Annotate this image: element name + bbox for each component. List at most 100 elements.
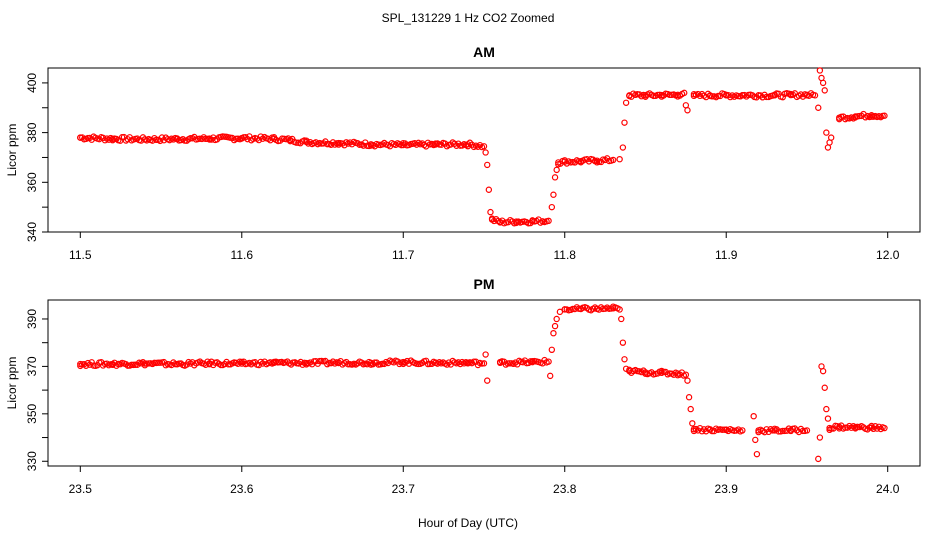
figure-title: SPL_131229 1 Hz CO2 Zoomed bbox=[382, 11, 555, 25]
am-data-point bbox=[616, 155, 623, 163]
pm-data-point bbox=[619, 339, 627, 346]
am-data-point bbox=[484, 161, 491, 169]
am-data-point bbox=[827, 134, 835, 141]
pm-data-point bbox=[556, 308, 564, 316]
am-x-tick-label-3: 11.8 bbox=[554, 248, 577, 262]
am-data-point bbox=[821, 87, 828, 94]
pm-y-tick-label-0: 330 bbox=[25, 451, 39, 471]
am-data-point bbox=[622, 99, 630, 106]
am-y-tick-label-3: 400 bbox=[25, 73, 39, 93]
pm-data-point bbox=[548, 346, 556, 353]
am-data-point bbox=[551, 174, 559, 181]
pm-data-point bbox=[823, 405, 830, 413]
pm-x-tick-label-2: 23.7 bbox=[392, 482, 416, 496]
pm-data-point bbox=[879, 424, 886, 431]
pm-data-point bbox=[816, 434, 824, 441]
am-data-point bbox=[485, 186, 493, 193]
pm-data-point bbox=[689, 420, 696, 427]
am-data-point bbox=[879, 112, 886, 120]
pm-data-point bbox=[614, 305, 621, 312]
pm-x-tick-label-3: 23.8 bbox=[553, 482, 577, 496]
pm-data-point bbox=[299, 361, 306, 368]
pm-data-point bbox=[737, 428, 744, 435]
am-data-point bbox=[763, 93, 770, 101]
pm-x-tick-label-5: 24.0 bbox=[876, 482, 900, 496]
am-data-point bbox=[823, 129, 830, 136]
pm-data-point bbox=[551, 322, 559, 330]
am-data-point bbox=[619, 144, 627, 151]
am-data-point bbox=[809, 91, 817, 99]
pm-data-point bbox=[422, 357, 430, 364]
pm-data-point bbox=[482, 351, 489, 358]
pm-data-point bbox=[88, 359, 95, 366]
pm-y-axis: 330 350 370 390 bbox=[25, 309, 48, 471]
am-data-point bbox=[96, 135, 103, 143]
pm-data-point bbox=[457, 360, 464, 368]
am-x-axis: 11.5 11.6 11.7 11.8 11.9 12.0 bbox=[69, 232, 900, 262]
am-y-tick-label-0: 340 bbox=[25, 222, 39, 242]
pm-data-point bbox=[721, 426, 728, 433]
am-plot-frame bbox=[47, 67, 921, 233]
pm-data-point bbox=[815, 455, 822, 463]
pm-data-point bbox=[217, 361, 225, 369]
am-data-point bbox=[153, 136, 160, 144]
am-panel-title: AM bbox=[473, 44, 495, 60]
pm-data-point bbox=[543, 359, 550, 366]
am-data-point bbox=[156, 137, 164, 145]
pm-data-point bbox=[225, 361, 232, 368]
am-panel: AM Licor ppm 11.5 11.6 11.7 11.8 11.9 12.0 34… bbox=[5, 44, 921, 262]
pm-data-point bbox=[775, 428, 782, 435]
pm-data-band bbox=[77, 303, 886, 436]
am-data-point bbox=[708, 93, 716, 100]
am-y-tick-label-1: 360 bbox=[25, 172, 39, 192]
am-data-point bbox=[816, 67, 824, 74]
pm-x-tick-label-1: 23.6 bbox=[230, 482, 254, 496]
pm-data-point bbox=[684, 377, 691, 384]
pm-y-tick-label-1: 350 bbox=[25, 403, 39, 423]
pm-data-point bbox=[618, 315, 625, 323]
am-x-tick-label-4: 11.9 bbox=[715, 248, 738, 262]
pm-data-point bbox=[821, 384, 828, 391]
am-y-axis-label: Licor ppm bbox=[5, 124, 19, 177]
am-data-point bbox=[550, 191, 557, 198]
am-data-point bbox=[362, 139, 369, 146]
am-data-point bbox=[548, 203, 556, 211]
pm-data-point bbox=[750, 413, 757, 420]
am-data-point bbox=[482, 149, 489, 156]
pm-data-point bbox=[550, 330, 557, 337]
am-y-axis: 340 360 380 400 bbox=[25, 73, 48, 242]
am-data-point bbox=[487, 208, 494, 216]
pm-data-point bbox=[621, 356, 628, 363]
pm-y-tick-label-2: 370 bbox=[25, 356, 39, 376]
am-x-tick-label-1: 11.6 bbox=[231, 248, 254, 262]
pm-plot-frame bbox=[47, 299, 921, 467]
am-data-point bbox=[607, 157, 615, 164]
am-data-point bbox=[684, 107, 691, 114]
am-data-point bbox=[543, 218, 550, 225]
pm-data-point bbox=[779, 427, 786, 435]
pm-data-point bbox=[329, 358, 337, 365]
pm-data-point bbox=[819, 367, 827, 375]
pm-data-point bbox=[284, 358, 291, 365]
pm-data-points bbox=[77, 303, 888, 463]
am-data-point bbox=[678, 90, 686, 98]
pm-data-point bbox=[799, 427, 807, 435]
pm-data-point bbox=[484, 377, 491, 384]
pm-data-point bbox=[680, 372, 688, 379]
am-data-point bbox=[478, 143, 486, 151]
am-data-points bbox=[77, 67, 888, 227]
pm-data-point bbox=[478, 360, 486, 367]
pm-data-point bbox=[873, 425, 881, 432]
pm-x-axis: 23.5 23.6 23.7 23.8 23.9 24.0 bbox=[69, 466, 900, 496]
pm-data-point bbox=[575, 305, 583, 312]
am-y-tick-label-2: 380 bbox=[25, 122, 39, 142]
pm-panel-title: PM bbox=[474, 276, 495, 292]
am-data-point bbox=[553, 166, 560, 174]
pm-data-point bbox=[801, 427, 809, 435]
figure-x-axis-label: Hour of Day (UTC) bbox=[418, 516, 518, 530]
pm-panel: PM Licor ppm 23.5 23.6 23.7 23.8 23.9 24.0 33… bbox=[5, 276, 921, 496]
pm-data-point bbox=[470, 358, 478, 365]
am-data-band bbox=[77, 89, 886, 227]
pm-y-tick-label-3: 390 bbox=[25, 309, 39, 329]
